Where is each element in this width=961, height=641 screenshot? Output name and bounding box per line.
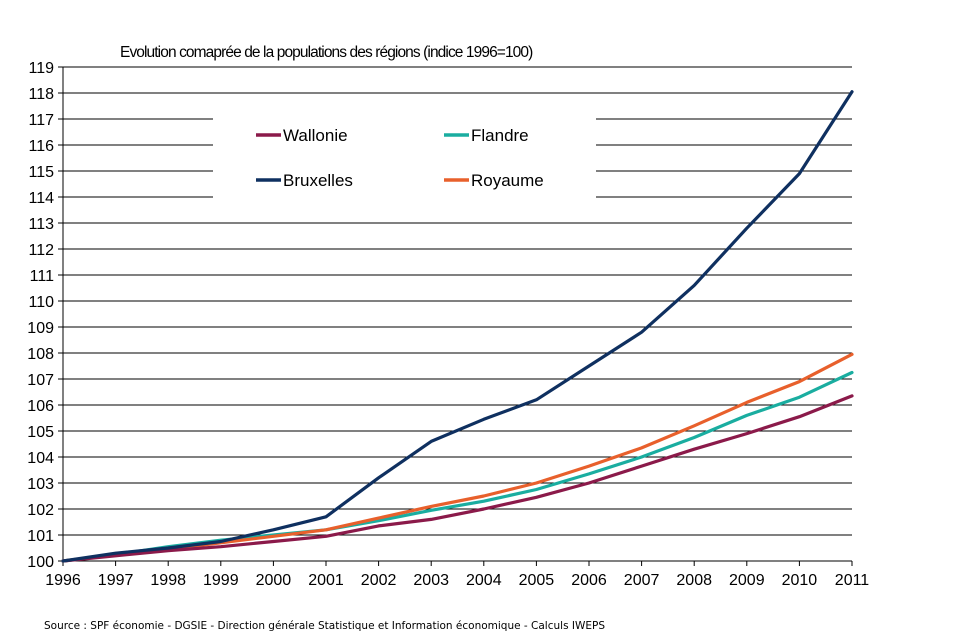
x-tick-label: 2007 — [624, 572, 660, 589]
y-tick-label: 116 — [28, 138, 54, 155]
x-tick-label: 2003 — [413, 572, 449, 589]
series-line-bruxelles — [61, 90, 854, 563]
y-tick-label: 113 — [28, 216, 54, 233]
y-tick-label: 106 — [27, 398, 54, 415]
x-tick-label: 2001 — [308, 572, 344, 589]
y-tick-label: 101 — [27, 528, 54, 545]
x-tick-label: 2008 — [676, 572, 712, 589]
x-tick-label: 2011 — [835, 572, 870, 589]
y-tick-label: 102 — [27, 502, 54, 519]
y-tick-label: 104 — [27, 450, 54, 467]
y-tick-label: 108 — [27, 346, 54, 363]
y-tick-label: 119 — [28, 60, 54, 77]
axes — [58, 66, 853, 566]
y-tick-label: 110 — [28, 294, 54, 311]
legend: Wallonie Flandre Bruxelles Royaume — [256, 126, 544, 190]
y-tick-label: 114 — [28, 190, 54, 207]
y-tick-label: 107 — [27, 372, 54, 389]
x-tick-label: 2009 — [729, 572, 765, 589]
x-tick-label: 1997 — [98, 572, 134, 589]
y-tick-label: 118 — [28, 86, 54, 103]
x-tick-label: 1999 — [203, 572, 239, 589]
x-tick-label: 2000 — [256, 572, 292, 589]
chart-title: Evolution comaprée de la populations des… — [120, 44, 533, 61]
series-line-royaume — [61, 352, 854, 563]
y-tick-labels: 100 101 102 103 104 105 106 107 108 109 110 111 112 1… — [27, 60, 54, 571]
y-tick-label: 100 — [27, 554, 54, 571]
legend-label-royaume: Royaume — [471, 171, 544, 190]
x-tick-label: 2002 — [361, 572, 397, 589]
x-tick-label: 1998 — [150, 572, 186, 589]
y-tick-label: 112 — [28, 242, 54, 259]
source-note: Source : SPF économie - DGSIE - Directio… — [44, 620, 605, 632]
legend-label-flandre: Flandre — [471, 126, 529, 145]
x-tick-label: 2004 — [466, 572, 502, 589]
series-line-flandre — [61, 370, 854, 563]
y-tick-label: 111 — [30, 268, 54, 285]
x-tick-label: 2006 — [571, 572, 607, 589]
legend-label-bruxelles: Bruxelles — [283, 171, 353, 190]
y-tick-label: 117 — [28, 112, 54, 129]
x-tick-label: 1996 — [45, 572, 81, 589]
y-tick-label: 105 — [27, 424, 54, 441]
y-tick-label: 109 — [27, 320, 54, 337]
y-tick-label: 115 — [28, 164, 54, 181]
x-tick-label: 2005 — [519, 572, 555, 589]
series-line-wallonie — [61, 394, 854, 563]
x-tick-labels: 1996 1997 1998 1999 2000 2001 2002 2003 2004 2005… — [45, 572, 869, 589]
x-tick-label: 2010 — [782, 572, 818, 589]
series-lines — [61, 90, 854, 563]
legend-box — [213, 112, 596, 199]
y-tick-label: 103 — [27, 476, 54, 493]
legend-label-wallonie: Wallonie — [283, 126, 348, 145]
